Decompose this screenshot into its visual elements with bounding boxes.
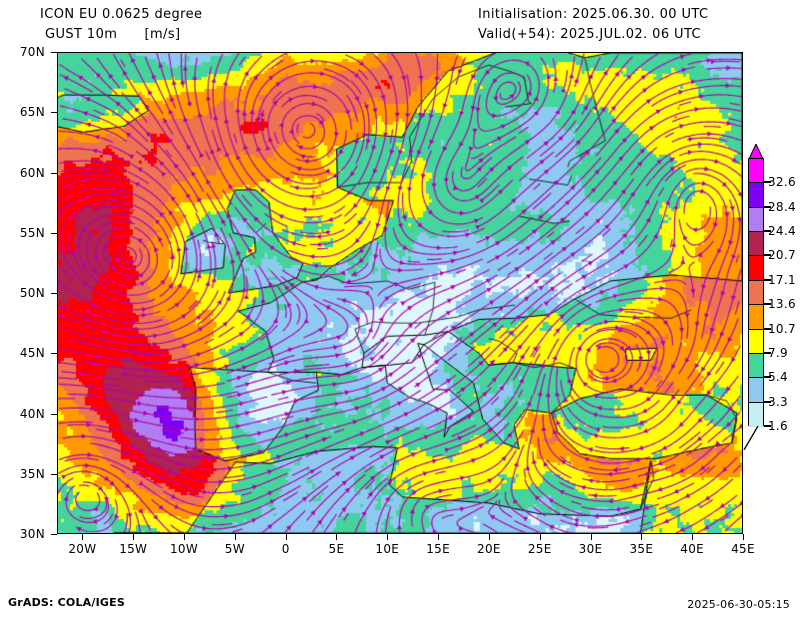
x-axis-label: 15E xyxy=(426,542,450,556)
x-axis-tick xyxy=(285,534,287,540)
y-axis-label: 65N xyxy=(19,105,45,120)
colorbar-band xyxy=(749,232,763,257)
x-axis-tick xyxy=(184,534,186,540)
y-axis-label: 50N xyxy=(19,286,45,300)
colorbar-tick xyxy=(764,376,771,379)
colorbar-tick xyxy=(764,230,771,233)
colorbar-tick-label: 1.6 xyxy=(768,419,788,433)
colorbar-band xyxy=(749,378,763,403)
y-axis-tick xyxy=(51,172,57,174)
y-axis-label: 40N xyxy=(19,406,45,421)
valid-time: Valid(+54): 2025.JUL.02. 06 UTC xyxy=(478,27,702,42)
y-axis-tick xyxy=(51,293,57,294)
x-axis-label: 40E xyxy=(680,542,705,556)
colorbar-band xyxy=(749,207,763,233)
y-axis-tick xyxy=(51,232,57,234)
y-axis-label: 60N xyxy=(19,165,45,180)
x-axis-label: 30E xyxy=(578,542,603,556)
colorbar-band xyxy=(749,305,763,330)
colorbar-bottom-tail-icon xyxy=(743,426,759,450)
x-axis-tick xyxy=(234,534,236,540)
y-axis-tick xyxy=(51,112,57,114)
y-axis-label: 70N xyxy=(19,45,45,59)
colorbar-tick xyxy=(764,327,771,330)
x-axis-tick xyxy=(336,534,338,540)
initialisation-time: Initialisation: 2025.06.30. 00 UTC xyxy=(478,7,709,22)
x-axis-label: 5W xyxy=(224,542,245,556)
x-axis-tick xyxy=(488,534,490,540)
colorbar[interactable] xyxy=(748,158,764,427)
colorbar-tick xyxy=(764,205,771,208)
x-axis-tick xyxy=(82,534,84,540)
y-axis-label: 30N xyxy=(19,527,45,541)
y-axis-tick xyxy=(51,353,57,355)
x-axis-tick xyxy=(438,534,440,540)
colorbar-band xyxy=(749,329,763,354)
colorbar-tick xyxy=(764,181,771,184)
x-axis-label: 45E xyxy=(731,542,755,556)
x-axis-label: 20W xyxy=(68,542,97,556)
x-axis-label: 10W xyxy=(170,542,199,556)
x-axis-tick xyxy=(539,534,541,540)
y-axis-tick xyxy=(51,473,57,475)
colorbar-tick-label: 28.4 xyxy=(768,199,796,214)
colorbar-tick-label: 10.7 xyxy=(768,321,796,336)
y-axis-label: 45N xyxy=(19,346,45,361)
x-axis-label: 20E xyxy=(477,542,501,556)
colorbar-band xyxy=(749,280,763,306)
x-axis-tick xyxy=(641,534,643,540)
colorbar-band xyxy=(749,256,763,281)
colorbar-band xyxy=(749,183,763,208)
colorbar-tick xyxy=(764,400,771,403)
y-axis-tick xyxy=(51,413,57,415)
colorbar-tick-label: 5.4 xyxy=(768,370,788,385)
colorbar-tick xyxy=(764,278,771,281)
colorbar-tick-label: 7.9 xyxy=(768,345,788,360)
render-timestamp: 2025-06-30-05:15 xyxy=(687,598,790,611)
colorbar-tick xyxy=(764,254,771,257)
colorbar-tick-label: 24.4 xyxy=(768,224,796,239)
x-axis-label: 10E xyxy=(375,542,400,556)
y-axis-label: 35N xyxy=(19,466,45,481)
x-axis-label: 5E xyxy=(328,542,345,556)
x-axis-tick xyxy=(743,534,744,540)
y-axis-tick xyxy=(51,52,57,53)
colorbar-top-arrow-icon xyxy=(748,144,764,159)
colorbar-tick-label: 20.7 xyxy=(768,248,796,263)
colorbar-tick-label: 17.1 xyxy=(768,272,796,287)
colorbar-tick-label: 13.6 xyxy=(768,297,796,312)
colorbar-tick xyxy=(764,351,771,354)
x-axis-label: 15W xyxy=(119,542,148,556)
colorbar-tick xyxy=(764,303,771,306)
colorbar-band xyxy=(749,402,763,427)
colorbar-tick-label: 32.6 xyxy=(768,175,796,190)
y-axis-label: 55N xyxy=(19,225,45,240)
variable-title: GUST 10m [m/s] xyxy=(45,27,181,42)
gust-field-canvas xyxy=(58,53,742,533)
grads-credit: GrADS: COLA/IGES xyxy=(8,596,125,609)
colorbar-tick-label: 3.3 xyxy=(768,394,788,409)
y-axis-tick xyxy=(51,534,57,535)
x-axis-tick xyxy=(133,534,135,540)
x-axis-tick xyxy=(387,534,389,540)
map-plot-area[interactable] xyxy=(57,52,743,534)
x-axis-tick xyxy=(692,534,694,540)
x-axis-label: 25E xyxy=(527,542,552,556)
x-axis-tick xyxy=(590,534,592,540)
colorbar-band xyxy=(749,159,763,184)
model-title: ICON EU 0.0625 degree xyxy=(40,7,203,22)
colorbar-band xyxy=(749,353,763,379)
x-axis-label: 0 xyxy=(281,542,290,556)
colorbar-tick xyxy=(764,425,771,427)
x-axis-label: 35E xyxy=(629,542,654,556)
